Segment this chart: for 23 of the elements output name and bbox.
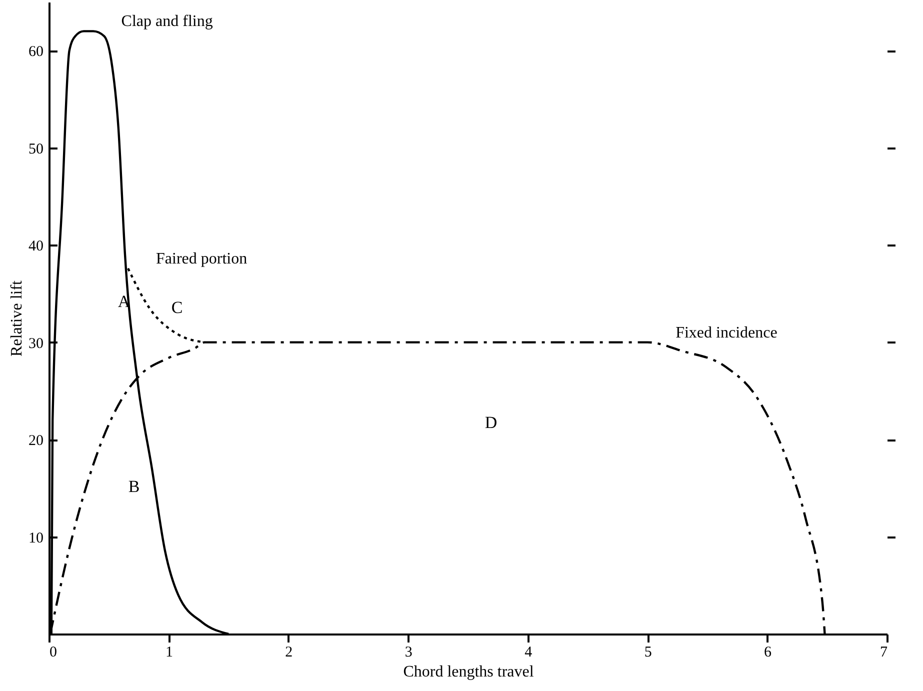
x-tick-label: 6 bbox=[764, 644, 772, 660]
annotation: B bbox=[128, 477, 140, 496]
x-tick-label: 4 bbox=[524, 644, 533, 660]
x-tick-label: 5 bbox=[644, 644, 652, 660]
series-label: Clap and fling bbox=[121, 13, 213, 30]
y-tick-label: 50 bbox=[28, 141, 44, 158]
x-axis-title: Chord lengths travel bbox=[403, 664, 534, 680]
y-tick-label: 30 bbox=[28, 336, 44, 352]
series-label: Faired portion bbox=[156, 250, 248, 268]
y-tick-label: 60 bbox=[28, 44, 44, 60]
y-tick-label: 10 bbox=[28, 530, 44, 546]
x-tick-label: 0 bbox=[50, 644, 57, 660]
x-tick-label: 3 bbox=[404, 644, 412, 660]
y-tick-label: 20 bbox=[28, 433, 44, 450]
x-tick-label: 7 bbox=[880, 644, 888, 660]
annotation: A bbox=[118, 292, 131, 311]
x-tick-label: 1 bbox=[165, 644, 173, 660]
x-tick-label: 2 bbox=[285, 644, 293, 660]
annotation: D bbox=[484, 413, 498, 432]
y-axis-title: Relative lift bbox=[8, 280, 26, 356]
annotation: C bbox=[171, 298, 183, 317]
series-label: Fixed incidence bbox=[676, 324, 778, 342]
y-tick-label: 40 bbox=[28, 238, 44, 255]
